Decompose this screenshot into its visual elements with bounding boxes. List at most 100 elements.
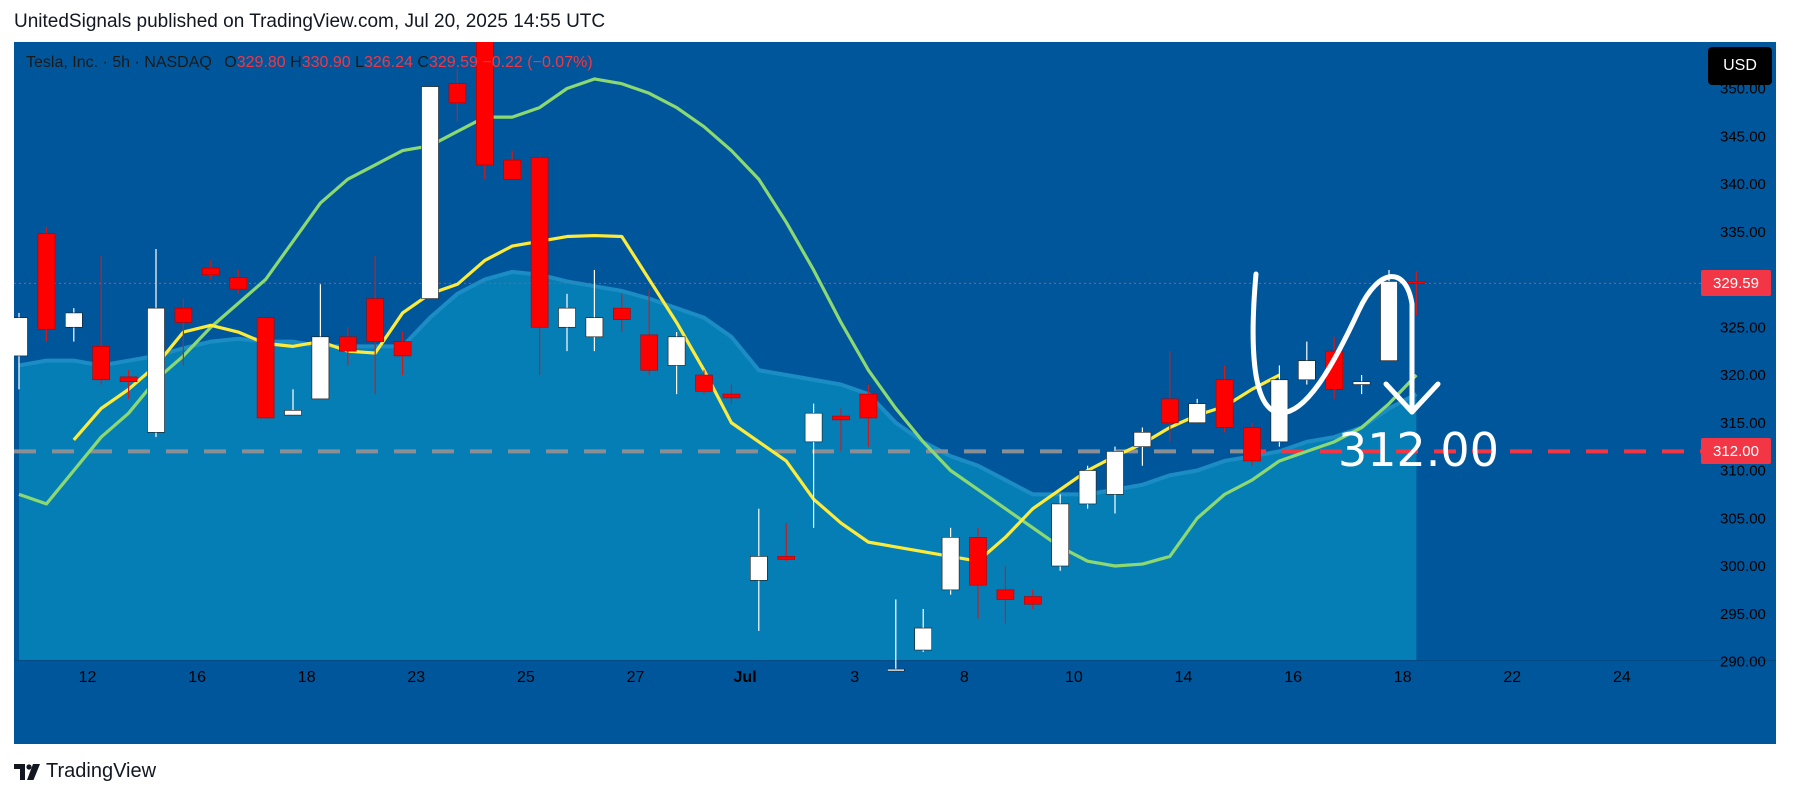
candle-body [503,159,522,180]
x-tick-label: 10 [1065,669,1083,686]
x-tick-label: 22 [1503,669,1521,686]
candle-body [1161,398,1179,424]
y-tick-label: 345.00 [1720,128,1766,145]
candle-body [749,556,768,581]
candle-body [92,346,110,381]
y-tick-label: 310.00 [1720,463,1766,480]
x-tick-label: 16 [1284,669,1302,686]
candle-body [256,317,275,419]
candle-body [366,298,385,342]
target-annotation-text: 312.00 [1338,423,1499,477]
ma-slow-line [18,77,1418,568]
y-tick-label: 340.00 [1720,176,1766,193]
candle-body [1380,281,1398,361]
candle-body [996,589,1015,600]
candle-body [585,317,604,338]
candle-body [284,410,302,416]
x-tick-label: 18 [1394,669,1412,686]
chart-legend: Tesla, Inc. · 5h · NASDAQ O329.80 H330.9… [26,54,593,72]
legend-high-label: H [290,54,302,71]
candle-body [804,412,823,443]
candle-body [1078,470,1097,505]
candle-body [448,83,467,104]
candle-body [777,556,796,560]
candle-body [914,627,933,651]
x-tick-label: 18 [298,669,316,686]
projection-arrow-path [1250,271,1415,416]
y-tick-label: 295.00 [1720,606,1766,623]
candle-body [1243,427,1261,462]
chart-area[interactable]: 312.00350.00345.00340.00335.00330.00325.… [14,42,1776,744]
x-tick-label: 3 [850,669,859,686]
legend-low-label: L [355,54,364,71]
ma-fast-line [72,233,1281,563]
candle-body [393,341,412,357]
x-tick-label: 23 [407,669,425,686]
candle-body [667,336,686,366]
x-tick-label: 14 [1175,669,1193,686]
candle-body [1106,451,1124,495]
candle-body [695,374,713,392]
candle-body [37,233,56,330]
y-tick-label: 320.00 [1720,367,1766,384]
y-tick-label: 290.00 [1720,654,1766,671]
legend-close-value: 329.59 [428,54,478,71]
candle-body [1298,360,1316,381]
x-tick-label: 16 [188,669,206,686]
legend-open-label: O [224,54,237,71]
target-price-tag: 312.00 [1701,438,1771,465]
candle-body [475,42,494,166]
x-tick-label: 8 [960,669,969,686]
x-tick-label: Jul [734,669,757,686]
candlestick-chart[interactable]: 312.00350.00345.00340.00335.00330.00325.… [14,42,1776,744]
candle-body [1215,379,1234,428]
tradingview-logo[interactable]: TradingView [14,760,156,783]
candle-body [1188,403,1206,424]
candle-body [832,415,850,421]
y-tick-label: 300.00 [1720,558,1766,575]
candle-body [886,668,905,672]
candle-body [1407,281,1426,284]
legend-low-value: 326.24 [364,54,413,71]
currency-button[interactable]: USD [1708,47,1772,85]
candle-body [64,312,83,328]
x-tick-label: 27 [627,669,645,686]
legend-high-value: 330.90 [301,54,351,71]
candle-body [338,336,357,352]
x-tick-label: 25 [517,669,535,686]
candle-body [202,267,220,276]
y-tick-label: 315.00 [1720,415,1766,432]
x-tick-label: 12 [79,669,97,686]
candle-body [311,336,330,400]
candle-body [612,307,631,320]
candle-body [941,537,960,591]
legend-open-value: 329.80 [236,54,286,71]
time-axis-divider [14,660,1776,661]
last-price-tag: 329.59 [1701,270,1771,297]
candle-body [174,307,193,323]
candle-body [859,393,878,419]
legend-change-value: −0.22 (−0.07%) [482,54,593,71]
projection-arrow-head [1383,381,1441,415]
area-band-edge [18,269,1418,497]
price-axis-panel [1704,42,1776,744]
y-tick-label: 325.00 [1720,319,1766,336]
tradingview-logo-icon [14,763,40,780]
candle-body [1133,431,1152,447]
y-tick-label: 335.00 [1720,224,1766,241]
candle-body [421,86,439,299]
publisher-line: UnitedSignals published on TradingView.c… [14,11,606,32]
candle-body [229,277,247,290]
candle-body [14,317,28,357]
tradingview-logo-text: TradingView [46,760,157,782]
candle-body [558,307,576,328]
candle-body [722,393,741,399]
x-tick-label: 24 [1613,669,1631,686]
candle-body [640,334,659,371]
candle-body [969,537,987,586]
candle-body [1051,503,1069,567]
candle-body [119,376,138,382]
candle-body [530,156,549,328]
candle-body [147,307,165,433]
y-tick-label: 305.00 [1720,510,1766,527]
